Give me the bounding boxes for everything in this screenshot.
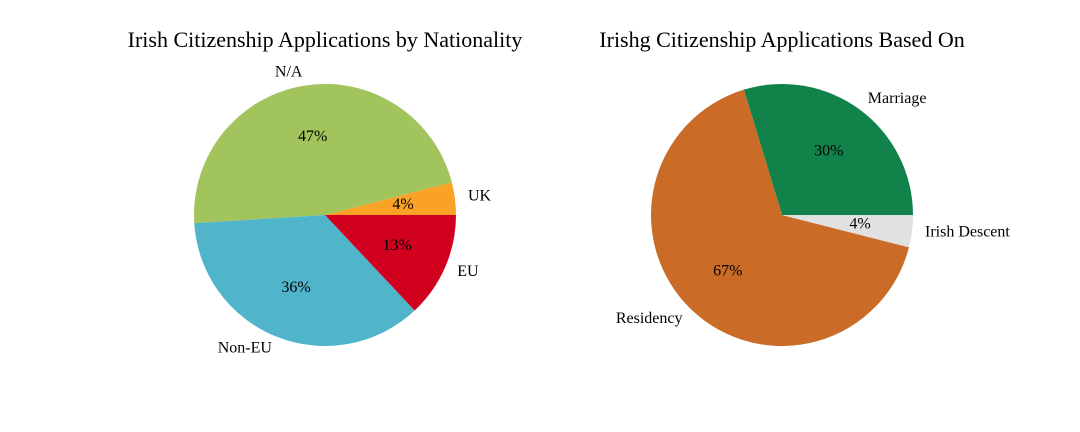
pie-slice-eu (325, 215, 456, 311)
pie-slice-n-a (194, 84, 452, 224)
slice-percent-eu: 13% (382, 237, 411, 254)
slice-percent-uk: 4% (392, 196, 413, 213)
chart-title: Irish Citizenship Applications by Nation… (128, 27, 523, 52)
slice-percent-irish-descent: 4% (849, 215, 870, 232)
pie-slice-non-eu (194, 215, 415, 346)
pie-chart-nationality: Irish Citizenship Applications by Nation… (128, 27, 523, 357)
slice-label-residency: Residency (616, 310, 683, 327)
pie-slice-residency (651, 89, 909, 347)
slice-label-eu: EU (457, 263, 479, 280)
slice-percent-non-eu: 36% (281, 279, 310, 296)
slice-label-marriage: Marriage (868, 90, 927, 107)
slice-percent-n-a: 47% (298, 128, 327, 145)
slice-label-irish-descent: Irish Descent (925, 224, 1010, 241)
slice-percent-marriage: 30% (814, 143, 843, 160)
slice-label-uk: UK (468, 188, 492, 205)
chart-title: Irishg Citizenship Applications Based On (599, 27, 964, 52)
slice-percent-residency: 67% (713, 263, 742, 280)
pie-chart-basis: Irishg Citizenship Applications Based On… (599, 27, 1010, 347)
slice-label-non-eu: Non-EU (218, 340, 273, 357)
slice-label-n-a: N/A (275, 63, 303, 80)
pie-slice-marriage (743, 84, 913, 215)
pie-slice-uk (325, 182, 456, 215)
pie-slice-irish-descent (782, 215, 913, 248)
